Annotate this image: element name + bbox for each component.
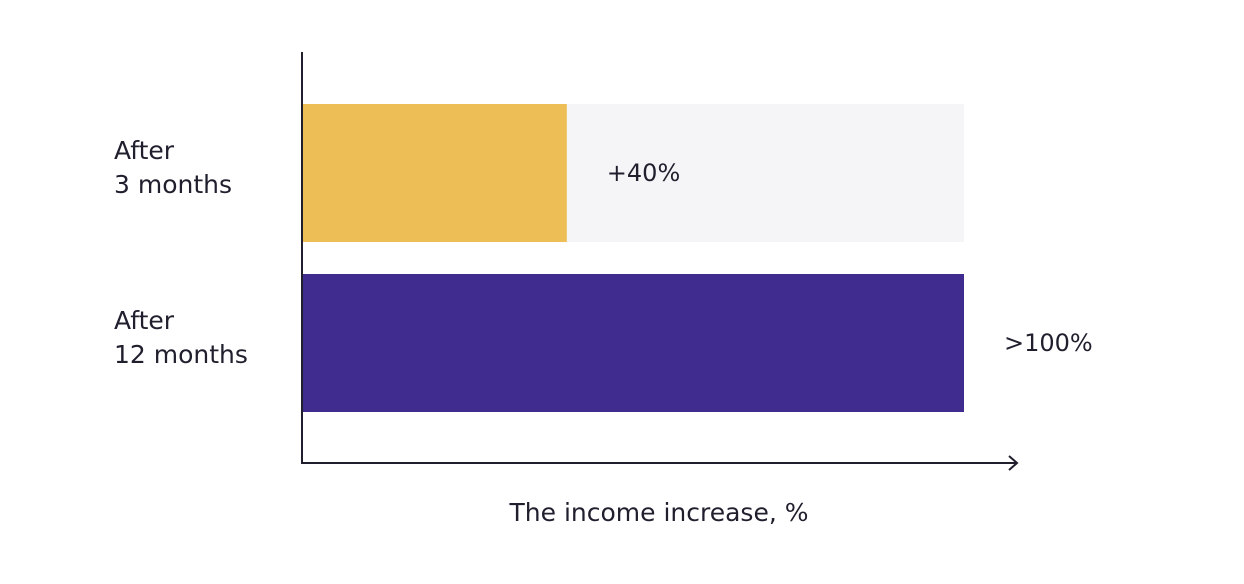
category-label-line: 12 months	[114, 340, 248, 369]
bar-0	[302, 104, 567, 242]
data-labels: +40% >100%	[607, 159, 1093, 357]
category-label-1: After 12 months	[114, 306, 248, 369]
category-label-line: 3 months	[114, 170, 232, 199]
x-axis-title: The income increase, %	[509, 498, 809, 527]
data-label-0: +40%	[607, 159, 680, 187]
category-labels: After 3 months After 12 months	[114, 136, 248, 369]
category-label-line: After	[114, 136, 175, 165]
bar-1	[302, 274, 964, 412]
category-label-0: After 3 months	[114, 136, 232, 199]
bars	[302, 104, 964, 412]
data-label-1: >100%	[1004, 329, 1093, 357]
category-label-line: After	[114, 306, 175, 335]
x-axis-arrow-icon	[1008, 455, 1019, 471]
